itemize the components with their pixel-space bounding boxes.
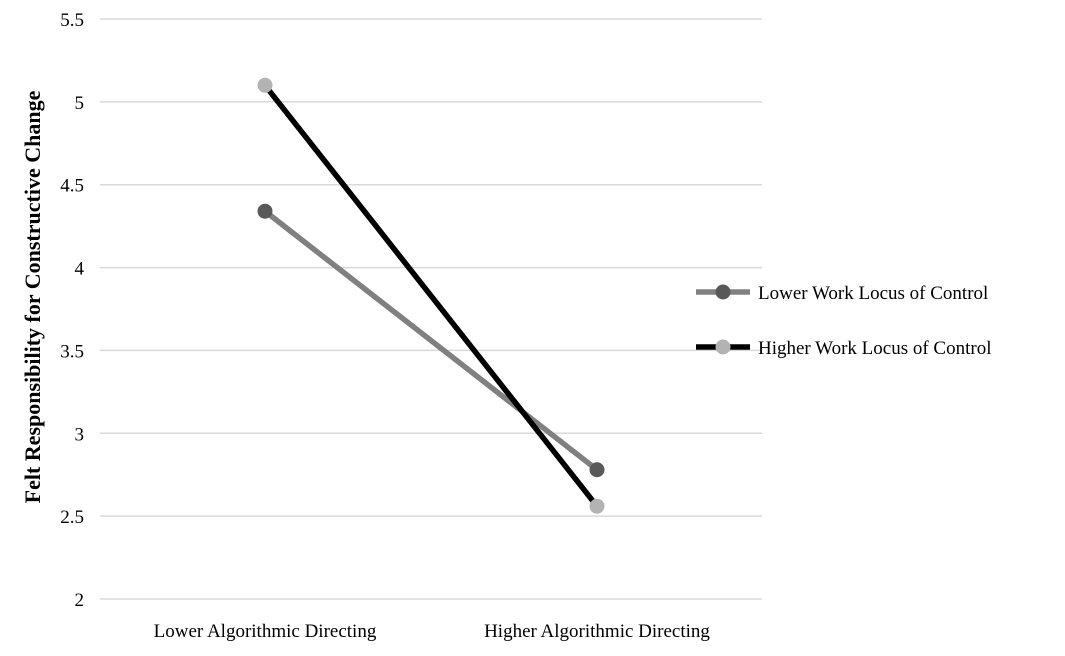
x-axis-categories: Lower Algorithmic Directing Higher Algori…	[154, 621, 711, 642]
y-tick-label: 2.5	[60, 507, 84, 528]
y-tick-label: 5	[75, 93, 85, 114]
y-tick-label: 3	[75, 424, 85, 445]
data-point	[589, 462, 605, 478]
legend-marker-swatch	[715, 339, 731, 355]
y-tick-label: 2	[75, 590, 85, 611]
legend: Lower Work Locus of Control Higher Work L…	[696, 283, 991, 359]
series-line	[262, 82, 600, 509]
y-tick-label: 4	[75, 259, 85, 280]
y-axis-ticks: 2 2.5 3 3.5 4 4.5 5 5.5	[60, 10, 84, 611]
series-2	[257, 77, 605, 514]
legend-item: Lower Work Locus of Control	[696, 283, 988, 304]
data-point	[257, 203, 273, 219]
data-point	[589, 498, 605, 514]
series-line	[262, 208, 600, 473]
y-tick-label: 4.5	[60, 176, 84, 197]
x-category-label: Higher Algorithmic Directing	[484, 621, 710, 642]
series-group	[257, 77, 605, 514]
gridlines	[100, 18, 762, 600]
y-tick-label: 5.5	[60, 10, 84, 31]
x-category-label: Lower Algorithmic Directing	[154, 621, 377, 642]
legend-marker-swatch	[715, 284, 731, 300]
legend-label: Higher Work Locus of Control	[758, 338, 991, 359]
y-tick-label: 3.5	[60, 341, 84, 362]
legend-label: Lower Work Locus of Control	[758, 283, 988, 304]
legend-item: Higher Work Locus of Control	[696, 338, 991, 359]
y-axis-title: Felt Responsibility for Constructive Cha…	[20, 90, 45, 503]
series-1	[257, 203, 605, 478]
data-point	[257, 77, 273, 93]
